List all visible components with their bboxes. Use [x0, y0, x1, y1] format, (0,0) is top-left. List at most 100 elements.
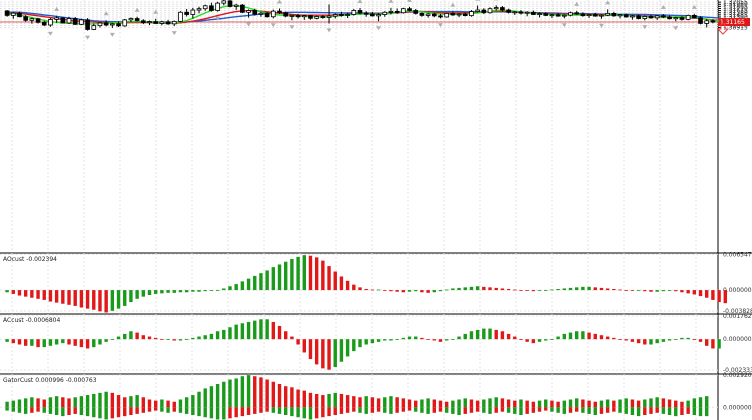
candle-body [339, 14, 344, 16]
histogram-bar [500, 331, 505, 340]
histogram-bar [686, 407, 690, 414]
candle-body [642, 16, 648, 19]
histogram-bar [296, 339, 300, 345]
histogram-bar [271, 321, 276, 340]
histogram-bar [265, 407, 269, 412]
histogram-bar [172, 290, 176, 293]
histogram-bar [67, 339, 71, 345]
histogram-bar [698, 397, 703, 408]
histogram-bar [345, 339, 350, 357]
candle-body [592, 14, 598, 17]
candle-body [79, 19, 84, 25]
candle-body [308, 15, 313, 19]
candle-body [388, 10, 394, 13]
histogram-bar [469, 331, 474, 340]
histogram-bar [593, 407, 597, 416]
histogram-bar [308, 255, 313, 291]
indicator-tick-label: 0.0017627 [723, 313, 752, 320]
candle-body [549, 14, 555, 17]
histogram-bar [92, 290, 96, 310]
histogram-bar [352, 284, 356, 291]
histogram-bar [667, 290, 672, 291]
histogram-bar [17, 407, 22, 413]
histogram-bar [562, 400, 567, 408]
histogram-bar [500, 288, 505, 291]
candle-body [320, 16, 326, 18]
histogram-bar [389, 396, 393, 408]
candle-body [153, 21, 159, 24]
candle-body [103, 22, 109, 26]
histogram-bar [308, 392, 313, 408]
histogram-bar [544, 290, 548, 291]
histogram-bar [48, 339, 53, 346]
histogram-bar [451, 407, 455, 414]
histogram-bar [178, 407, 183, 413]
candle-body [54, 17, 59, 20]
histogram-bar [191, 407, 195, 416]
candle-body [555, 14, 561, 17]
histogram-bar [661, 290, 666, 292]
histogram-bar [228, 327, 232, 340]
histogram-bar [215, 290, 220, 291]
histogram-bar [123, 333, 127, 340]
histogram-bar [544, 407, 548, 411]
candle-body [407, 8, 412, 11]
candle-body [531, 11, 536, 15]
fractal-down-icon [642, 25, 648, 30]
fractal-up-icon [605, 0, 611, 5]
candle-body [431, 13, 437, 17]
histogram-bar [141, 290, 146, 297]
histogram-bar [129, 396, 133, 408]
histogram-bar [17, 339, 22, 345]
histogram-bar [432, 407, 436, 413]
histogram-bar [308, 407, 313, 420]
histogram-bar [48, 407, 53, 414]
histogram-bar [352, 339, 356, 352]
histogram-bar [215, 407, 220, 420]
histogram-bar [636, 290, 641, 291]
histogram-bar [605, 399, 610, 408]
histogram-bar [67, 290, 71, 305]
histogram-bar [284, 261, 288, 291]
histogram-bar [5, 290, 9, 293]
candle-body [271, 10, 276, 18]
candle-body [419, 12, 425, 16]
histogram-bar [160, 339, 164, 340]
candle-body [524, 11, 530, 14]
histogram-bar [358, 287, 362, 291]
histogram-bar [711, 290, 715, 300]
histogram-bar [23, 339, 28, 346]
histogram-bar [253, 376, 257, 408]
histogram-bar [197, 290, 201, 292]
price-tick-label: 1.31675 [723, 8, 748, 15]
candle-body [679, 17, 685, 20]
histogram-bar [345, 395, 350, 408]
histogram-bar [698, 407, 703, 417]
histogram-bar [339, 339, 344, 362]
candle-body [221, 0, 227, 4]
histogram-bar [624, 290, 628, 291]
candle-body [301, 15, 307, 18]
histogram-bar [203, 290, 207, 292]
candle-body [196, 8, 202, 11]
histogram-bar [636, 339, 641, 344]
histogram-bar [104, 339, 108, 342]
indicator-tick-label: 0.000000 [723, 287, 752, 294]
histogram-bar [5, 401, 9, 408]
histogram-bar [680, 407, 684, 416]
histogram-bar [265, 270, 269, 291]
histogram-bar [73, 339, 77, 346]
histogram-bar [618, 339, 622, 340]
candle-body [469, 11, 474, 17]
histogram-bar [705, 290, 709, 298]
histogram-bar [364, 339, 368, 345]
histogram-bar [54, 396, 59, 408]
histogram-bar [79, 339, 84, 348]
histogram-bar [246, 407, 251, 416]
histogram-bar [457, 336, 461, 340]
candle-body [685, 15, 691, 20]
histogram-bar [624, 339, 628, 341]
fractal-up-icon [388, 0, 394, 3]
histogram-bar [587, 407, 591, 414]
indicator-tick-label: 0.0000000 [723, 336, 752, 343]
